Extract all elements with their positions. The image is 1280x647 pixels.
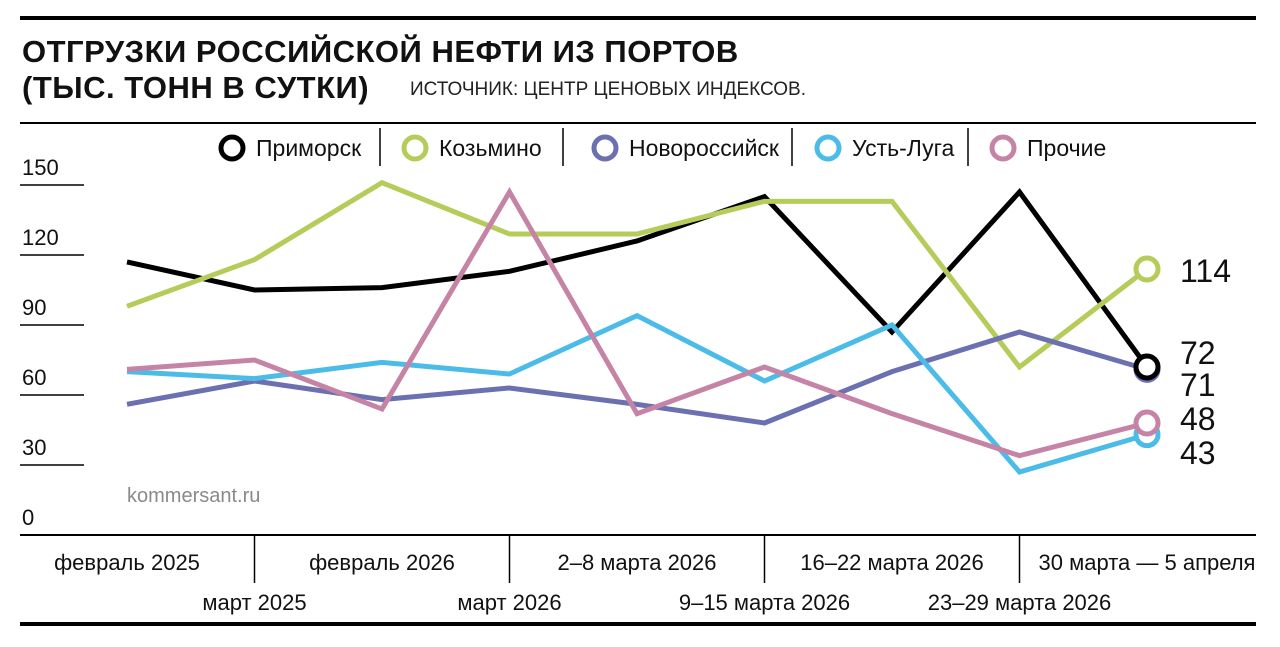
header-rule [20,122,1256,124]
y-tick-label: 90 [22,295,46,320]
y-tick-label: 0 [22,505,34,530]
legend-label: Приморск [256,135,362,161]
end-value-label: 72 [1180,335,1216,371]
series-line-4 [126,187,1148,459]
series-line-0 [126,188,1150,369]
series-line-1 [126,179,1149,371]
y-tick-label: 30 [22,435,46,460]
series-line-3 [126,312,1148,475]
top-rule [20,16,1256,20]
end-value-label: 71 [1180,367,1216,403]
source-note: ИСТОЧНИК: ЦЕНТР ЦЕНОВЫХ ИНДЕКСОВ. [410,79,807,100]
x-tick-label: 23–29 марта 2026 [928,590,1112,615]
x-tick-label: февраль 2025 [54,550,200,575]
legend-label: Козьмино [439,135,542,161]
end-marker-1 [1133,255,1161,283]
x-tick-label: 16–22 марта 2026 [800,550,984,575]
x-tick-label: 30 марта — 5 апреля [1039,550,1256,575]
legend-marker-icon [591,134,619,162]
y-tick-label: 120 [22,225,59,250]
legend-label: Прочие [1027,135,1106,161]
series-line-2 [126,329,1148,426]
end-marker-4 [1133,409,1161,437]
x-tick-label: февраль 2026 [309,550,455,575]
legend-marker-icon [814,134,842,162]
end-value-label: 43 [1180,435,1216,471]
end-marker-0 [1133,353,1161,381]
legend-marker-icon [989,134,1017,162]
bottom-rule [20,622,1256,626]
end-value-label: 114 [1180,253,1231,289]
x-tick-label: 9–15 марта 2026 [679,590,850,615]
x-tick-label: 2–8 марта 2026 [557,550,716,575]
legend-marker-icon [218,134,246,162]
x-tick-label: март 2026 [457,590,561,615]
legend-label: Новороссийск [629,135,780,161]
chart-title-line1: ОТГРУЗКИ РОССИЙСКОЙ НЕФТИ ИЗ ПОРТОВ [22,34,739,69]
legend-label: Усть-Луга [852,135,954,161]
watermark: kommersant.ru [127,485,260,507]
y-tick-label: 150 [22,155,59,180]
y-tick-label: 60 [22,365,46,390]
chart-title-line2: (ТЫС. ТОНН В СУТКИ) [22,70,370,105]
end-value-label: 48 [1180,401,1216,437]
legend-marker-icon [401,134,429,162]
x-tick-label: март 2025 [202,590,306,615]
